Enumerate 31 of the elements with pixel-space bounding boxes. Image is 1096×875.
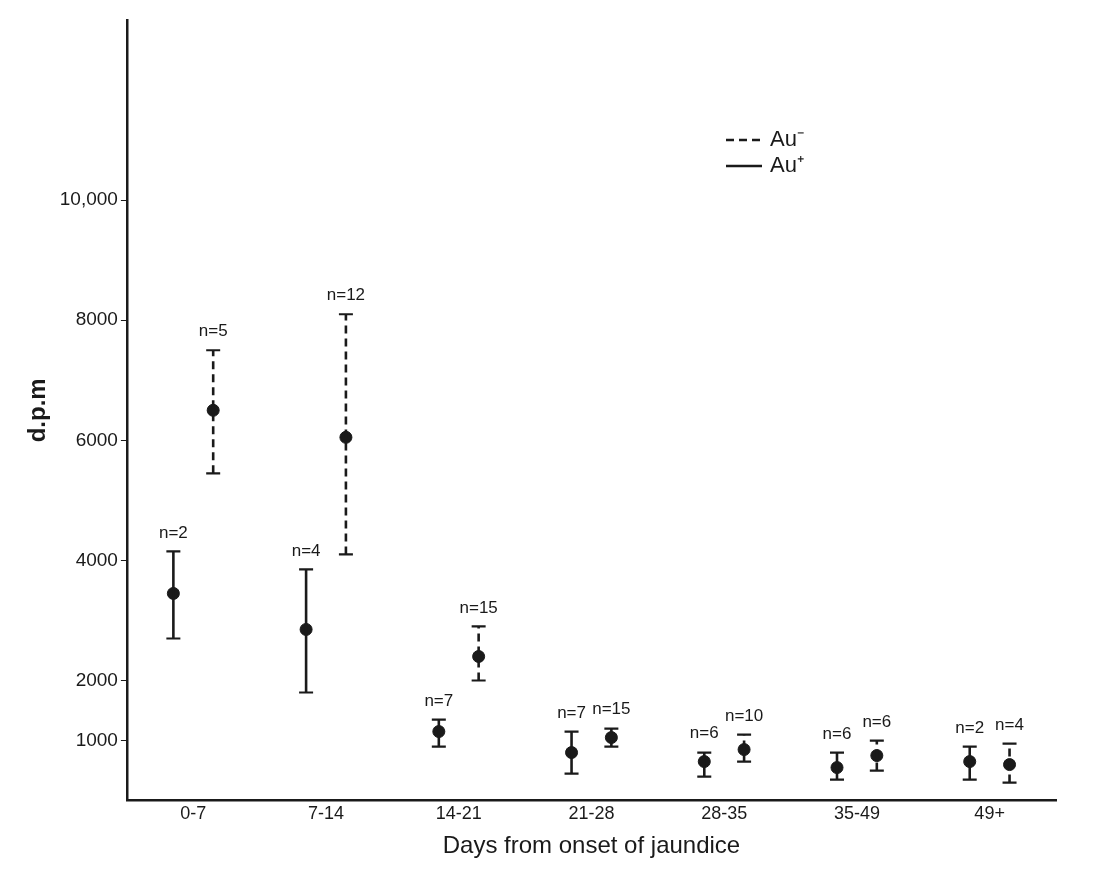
annotation: n=5 [198, 321, 228, 341]
x-tick-label: 35-49 [833, 803, 880, 824]
y-tick-label: 8000 [75, 308, 118, 330]
annotation: n=7 [424, 690, 454, 710]
annotation: n=2 [158, 522, 188, 542]
y-tick-label: 4000 [75, 548, 118, 570]
x-tick-label: 7-14 [307, 803, 345, 824]
annotation: n=7 [557, 702, 586, 722]
annotation: n=6 [689, 722, 719, 742]
x-tick-label: 14-21 [435, 803, 482, 824]
annotation: n=2 [955, 717, 985, 737]
annotation: n=15 [459, 597, 498, 617]
x-tick-label: 21-28 [568, 803, 615, 824]
legend-label: Au⁻ [770, 126, 804, 152]
annotation: n=4 [291, 540, 321, 560]
x-tick-label: 49+ [974, 803, 1005, 824]
x-tick-label: 28-35 [701, 803, 748, 824]
y-tick-label: 2000 [75, 668, 118, 690]
y-tick-label: 6000 [75, 428, 118, 450]
legend-label: Au⁺ [770, 152, 804, 178]
annotation: n=4 [995, 714, 1024, 734]
annotation: n=6 [822, 723, 852, 743]
y-tick-label: 1000 [75, 728, 118, 750]
y-axis-title: d.p.m [23, 378, 51, 443]
x-axis-title: Days from onset of jaundice [442, 831, 741, 859]
y-tick-label: 10,000 [59, 188, 118, 210]
annotation: n=12 [326, 285, 366, 305]
annotation: n=15 [592, 698, 631, 718]
annotation: n=10 [724, 705, 764, 725]
annotation: n=6 [862, 711, 892, 731]
x-tick-label: 0-7 [180, 803, 207, 824]
